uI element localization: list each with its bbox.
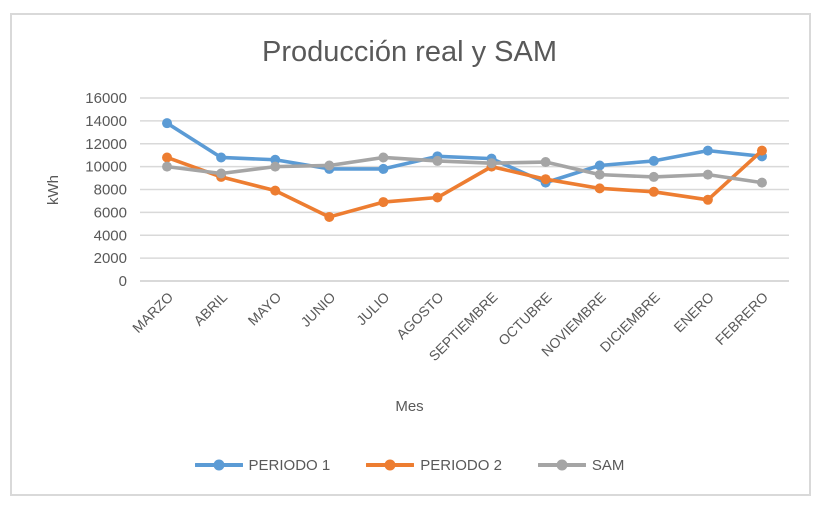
- series-line: [165, 155, 764, 185]
- data-point-marker: [378, 152, 389, 163]
- y-tick-label: 0: [119, 273, 127, 290]
- x-axis-title: Mes: [395, 398, 424, 415]
- data-point-marker: [432, 192, 443, 203]
- x-tick-label: ENERO: [670, 289, 717, 336]
- legend-item-sam[interactable]: SAM: [537, 456, 625, 474]
- data-point-marker: [216, 168, 227, 179]
- legend-label: SAM: [591, 456, 625, 474]
- data-point-marker: [648, 171, 659, 182]
- y-tick-label: 14000: [85, 113, 127, 130]
- data-point-marker: [162, 118, 173, 129]
- y-tick-label: 2000: [94, 250, 127, 267]
- data-point-marker: [756, 177, 767, 188]
- series-line: [165, 121, 764, 185]
- data-point-marker: [702, 169, 713, 180]
- chart-frame[interactable]: [10, 13, 811, 496]
- data-point-marker: [162, 152, 173, 163]
- data-point-marker: [702, 145, 713, 156]
- x-tick-label: FEBRERO: [712, 289, 771, 348]
- data-point-marker: [594, 183, 605, 194]
- y-tick-label: 12000: [85, 136, 127, 153]
- data-point-marker: [378, 197, 389, 208]
- data-point-marker: [162, 161, 173, 172]
- data-point-marker: [324, 160, 335, 171]
- data-point-marker: [594, 160, 605, 171]
- line-marker-icon: [537, 459, 586, 471]
- x-tick-label: AGOSTO: [393, 289, 447, 343]
- data-point-marker: [270, 161, 281, 172]
- data-point-marker: [378, 163, 389, 174]
- legend-label: PERIODO 1: [248, 456, 331, 474]
- data-point-marker: [324, 211, 335, 222]
- data-point-marker: [648, 186, 659, 197]
- line-marker-icon: [366, 459, 415, 471]
- data-point-marker: [216, 152, 227, 163]
- data-point-marker: [270, 185, 281, 196]
- data-point-marker: [540, 174, 551, 185]
- x-tick-label: JUNIO: [297, 289, 338, 330]
- data-point-marker: [540, 157, 551, 168]
- x-tick-label: ABRIL: [190, 289, 230, 329]
- x-tick-label: JULIO: [353, 289, 392, 328]
- data-point-marker: [648, 155, 659, 166]
- y-tick-label: 10000: [85, 159, 127, 176]
- data-point-marker: [594, 169, 605, 180]
- y-tick-label: 4000: [94, 227, 127, 244]
- legend-item-periodo-2[interactable]: PERIODO 2: [366, 457, 502, 474]
- series-line: [165, 148, 764, 219]
- legend: PERIODO 1 PERIODO 2 SAM: [0, 452, 819, 478]
- y-tick-label: 16000: [85, 90, 127, 107]
- y-axis-title: kWh: [44, 175, 62, 205]
- data-point-marker: [756, 145, 767, 156]
- data-point-marker: [702, 194, 713, 205]
- legend-label: PERIODO 2: [420, 456, 502, 474]
- legend-item-periodo-1[interactable]: PERIODO 1: [194, 456, 331, 474]
- data-point-marker: [486, 158, 497, 169]
- line-marker-icon: [194, 459, 243, 471]
- data-point-marker: [432, 155, 443, 166]
- y-tick-label: 6000: [94, 204, 127, 221]
- data-point-marker: [270, 154, 281, 165]
- y-tick-label: 8000: [94, 182, 127, 199]
- x-tick-label: MAYO: [245, 289, 285, 329]
- x-tick-label: MARZO: [129, 289, 176, 336]
